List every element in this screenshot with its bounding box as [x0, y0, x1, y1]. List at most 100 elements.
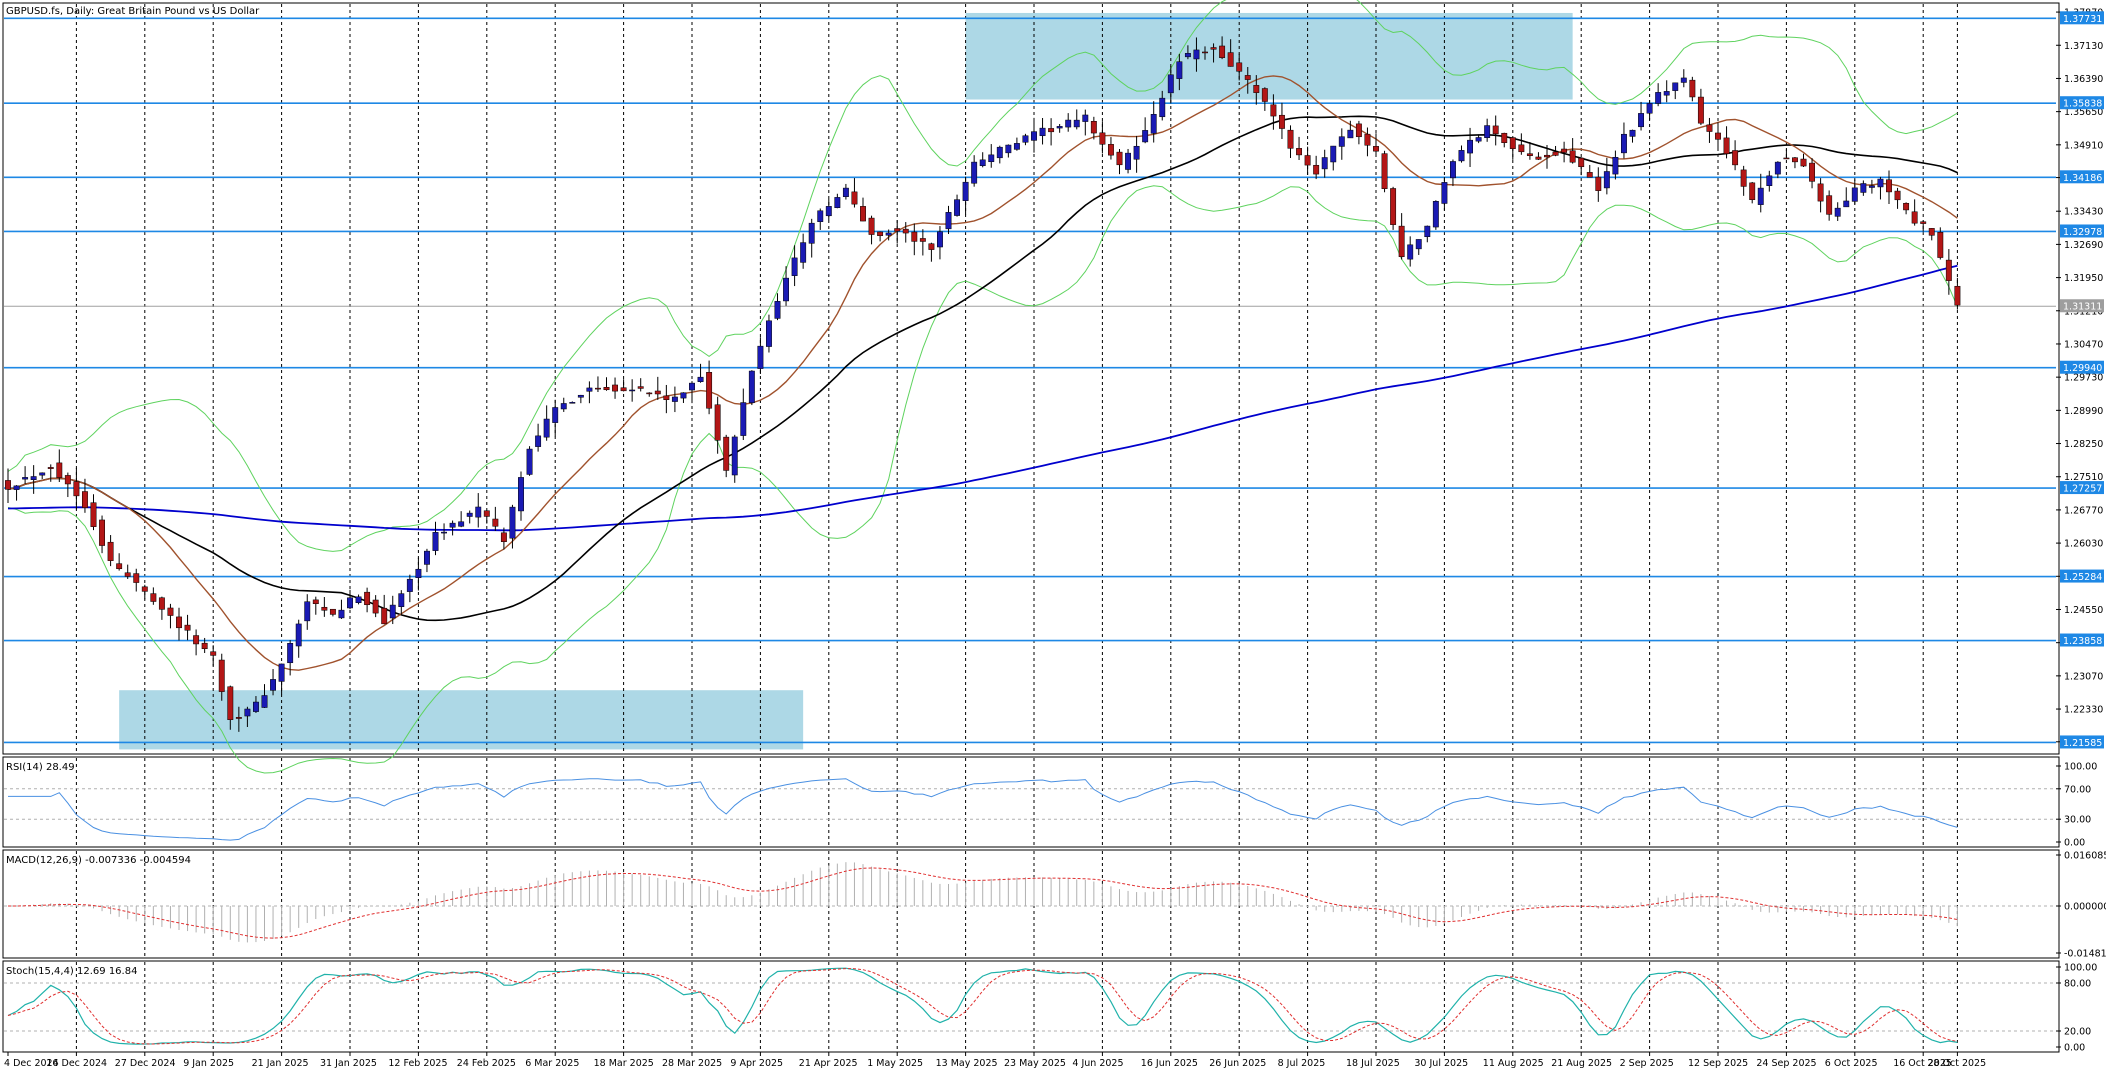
- price-level-badge-label: 1.37731: [2063, 14, 2102, 25]
- candle-body: [1535, 156, 1542, 160]
- candle-body: [415, 568, 422, 578]
- candle-body: [1407, 244, 1414, 260]
- x-tick-label: 12 Feb 2025: [388, 1058, 447, 1069]
- price-level-badge: [2060, 735, 2104, 749]
- y-tick-label: 1.32690: [2064, 240, 2103, 251]
- candle-body: [22, 477, 29, 480]
- x-tick-label: 8 Jul 2025: [1278, 1058, 1326, 1069]
- stoch-tick-label: 80.00: [2064, 979, 2091, 990]
- candle-body: [227, 686, 234, 720]
- candle-body: [244, 708, 251, 717]
- candle-body: [1937, 231, 1944, 258]
- candle-body: [141, 586, 148, 592]
- rsi-tick-label: 70.00: [2064, 784, 2091, 795]
- current-price-badge-label: 1.31311: [2063, 302, 2102, 313]
- x-tick-label: 4 Dec 2024: [4, 1058, 59, 1069]
- candle-body: [278, 663, 285, 682]
- candle-body: [287, 643, 294, 664]
- candle-body: [1945, 259, 1952, 281]
- x-tick-label: 30 Jul 2025: [1414, 1058, 1468, 1069]
- candle-body: [996, 146, 1003, 159]
- candle-body: [1843, 200, 1850, 208]
- candle-body: [817, 210, 824, 222]
- candle-body: [1928, 228, 1935, 236]
- x-tick-label: 1 May 2025: [867, 1058, 923, 1069]
- x-tick-label: 11 Aug 2025: [1483, 1058, 1544, 1069]
- supply-demand-zones: [119, 12, 1573, 750]
- candle-body: [577, 394, 584, 398]
- price-level-badge-label: 1.34186: [2063, 173, 2102, 184]
- candle-body: [1612, 156, 1619, 175]
- candle-body: [1757, 187, 1764, 205]
- candle-body: [1287, 129, 1294, 149]
- candle-body: [56, 462, 63, 478]
- candle-body: [1552, 151, 1559, 156]
- candle-body: [1193, 49, 1200, 60]
- stoch-tick-label: 0.00: [2064, 1043, 2085, 1054]
- candle-body: [364, 591, 371, 606]
- candle-body: [64, 475, 71, 485]
- candle-body: [90, 502, 97, 527]
- candle-body: [612, 384, 618, 392]
- candle-body: [424, 550, 430, 565]
- x-tick-label: 31 Jan 2025: [320, 1058, 377, 1069]
- candle-body: [1022, 135, 1029, 143]
- stoch-label: Stoch(15,4,4) 12.69 16.84: [6, 966, 137, 977]
- candle-body: [748, 370, 755, 404]
- candle-body: [1689, 79, 1696, 98]
- candle-body: [766, 320, 772, 347]
- candle-body: [1595, 176, 1602, 191]
- candle-body: [1013, 143, 1020, 150]
- y-tick-label: 1.27510: [2064, 472, 2103, 483]
- candle-body: [1108, 144, 1114, 156]
- candle-body: [1347, 129, 1354, 139]
- x-tick-label: 27 Dec 2024: [115, 1058, 176, 1069]
- candle-body: [1450, 161, 1456, 179]
- candle-body: [1706, 124, 1713, 132]
- candle-body: [1809, 162, 1815, 182]
- x-tick-label: 9 Apr 2025: [730, 1058, 783, 1069]
- candle-body: [723, 436, 730, 471]
- candle-body: [1116, 151, 1123, 166]
- candle-body: [1868, 185, 1875, 188]
- x-tick-label: 2 Sep 2025: [1620, 1058, 1674, 1069]
- candle-body: [791, 257, 798, 276]
- rsi-label: RSI(14) 28.49: [6, 762, 75, 773]
- candle-body: [150, 593, 157, 602]
- x-tick-label: 6 Mar 2025: [525, 1058, 579, 1069]
- candle-body: [1877, 178, 1884, 188]
- ma-50-line: [7, 115, 1958, 622]
- candle-body: [509, 506, 516, 539]
- candle-body: [1740, 169, 1747, 187]
- candle-body: [1732, 150, 1739, 166]
- candle-body: [1638, 113, 1644, 128]
- candle-body: [1749, 182, 1756, 200]
- candle-body: [1330, 145, 1337, 163]
- x-tick-label: 28 Mar 2025: [662, 1058, 722, 1069]
- candle-body: [1167, 74, 1174, 94]
- x-tick-label: 21 Apr 2025: [799, 1058, 858, 1069]
- candle-body: [1766, 175, 1773, 186]
- candle-body: [663, 395, 670, 400]
- y-tick-label: 1.30470: [2064, 339, 2103, 350]
- candle-body: [629, 389, 636, 392]
- ma-200-line: [7, 264, 1958, 532]
- macd-tick-label: 0.016085: [2064, 851, 2106, 862]
- macd-tick-label: -0.014818: [2064, 949, 2106, 960]
- candle-body: [389, 604, 396, 619]
- rsi-tick-label: 0.00: [2064, 838, 2085, 849]
- candle-body: [1578, 157, 1585, 168]
- candle-body: [595, 387, 601, 390]
- candle-body: [1005, 144, 1012, 154]
- candle-body: [1792, 157, 1798, 163]
- candle-body: [39, 472, 46, 476]
- stoch-main-line: [7, 967, 1958, 1045]
- candle-body: [1381, 153, 1388, 189]
- y-tick-label: 1.33430: [2064, 207, 2103, 218]
- stoch-panel-frame: [2, 960, 2060, 1053]
- candle-body: [1621, 133, 1627, 154]
- candle-body: [569, 402, 576, 404]
- y-tick-label: 1.34910: [2064, 140, 2103, 151]
